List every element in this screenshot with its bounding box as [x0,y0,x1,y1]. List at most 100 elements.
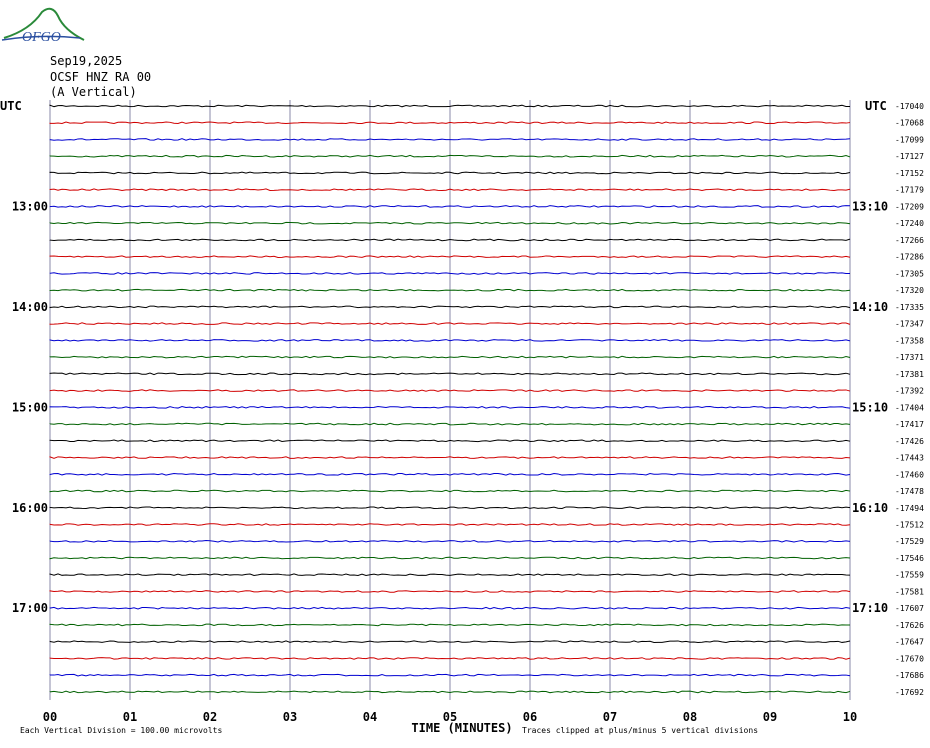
trace-label: -17152 [895,169,924,178]
trace-label: -17371 [895,353,924,362]
trace-label: -17670 [895,654,924,663]
trace-label: -17686 [895,671,924,680]
left-axis-label: UTC [0,99,22,113]
trace-label: -17335 [895,303,924,312]
x-tick-label: 07 [603,710,617,724]
trace-label: -17478 [895,487,924,496]
trace-label: -17347 [895,320,924,329]
trace [49,690,851,694]
trace-label: -17581 [895,587,924,596]
trace [49,673,851,677]
trace-label: -17559 [895,571,924,580]
trace [49,372,851,376]
footnote-right: Traces clipped at plus/minus 5 vertical … [522,726,758,735]
trace-label: -17607 [895,604,924,613]
trace-label: -17426 [895,437,924,446]
trace-label: -17266 [895,236,924,245]
x-tick-label: 08 [683,710,697,724]
logo-mark [3,7,85,41]
x-tick-label: 03 [283,710,297,724]
trace [49,238,851,242]
trace [49,154,851,158]
trace-label: -17512 [895,521,924,530]
trace [49,322,851,325]
trace-label: -17546 [895,554,924,563]
trace-label: -17286 [895,253,924,262]
trace-label: -17305 [895,269,924,278]
left-time-label: 16:00 [12,501,48,515]
trace [49,389,851,392]
x-tick-label: 02 [203,710,217,724]
trace-label: -17647 [895,638,924,647]
left-time-label: 13:00 [12,199,48,213]
x-tick-label: 00 [43,710,57,724]
trace-label: -17494 [895,504,924,513]
trace [49,556,851,560]
trace [49,339,851,342]
right-time-label: 15:10 [852,400,888,414]
trace [49,489,851,493]
left-time-label: 17:00 [12,601,48,615]
trace [49,422,851,426]
x-tick-label: 01 [123,710,137,724]
logo-swoosh [1,35,81,41]
right-time-label: 16:10 [852,501,888,515]
trace-label: -17320 [895,286,924,295]
trace [49,606,851,610]
trace [49,590,851,593]
trace-label: -17240 [895,219,924,228]
trace [49,355,851,359]
trace-label: -17040 [895,102,924,111]
trace [49,188,851,192]
header-date: Sep19,2025 [50,54,122,68]
trace [49,540,851,543]
trace-label: -17460 [895,470,924,479]
trace [49,640,851,643]
right-time-label: 17:10 [852,601,888,615]
left-time-label: 14:00 [12,300,48,314]
right-time-label: 14:10 [852,300,888,314]
trace [49,523,851,526]
x-tick-label: 10 [843,710,857,724]
header-station: OCSF HNZ RA 00 [50,70,151,84]
x-tick-label: 09 [763,710,777,724]
x-tick-label: 06 [523,710,537,724]
trace [49,288,851,292]
x-axis-label: TIME (MINUTES) [411,721,512,735]
header-component: (A Vertical) [50,85,137,99]
trace-label: -17626 [895,621,924,630]
trace [49,623,851,627]
trace-label: -17179 [895,186,924,195]
trace [49,573,851,577]
trace-label: -17381 [895,370,924,379]
trace-label: -17692 [895,688,924,697]
left-time-label: 15:00 [12,400,48,414]
trace [49,657,851,660]
trace-label: -17392 [895,387,924,396]
trace [49,121,851,125]
trace-label: -17099 [895,135,924,144]
logo-text: OFGO [22,30,61,45]
trace [49,439,851,443]
trace [49,305,851,309]
trace [49,255,851,258]
right-time-label: 13:10 [852,199,888,213]
trace-label: -17358 [895,336,924,345]
trace-label: -17529 [895,537,924,546]
x-tick-label: 04 [363,710,377,724]
trace [49,506,851,510]
trace [49,104,851,108]
trace-label: -17209 [895,202,924,211]
trace-label: -17443 [895,454,924,463]
x-tick-label: 05 [443,710,457,724]
footnote-left: Each Vertical Division = 100.00 microvol… [20,726,222,735]
trace [49,171,851,175]
trace-label: -17068 [895,119,924,128]
trace [49,205,851,208]
trace [49,221,851,225]
trace [49,272,851,275]
trace [49,456,851,459]
right-axis-label: UTC [865,99,887,113]
trace-label: -17417 [895,420,924,429]
